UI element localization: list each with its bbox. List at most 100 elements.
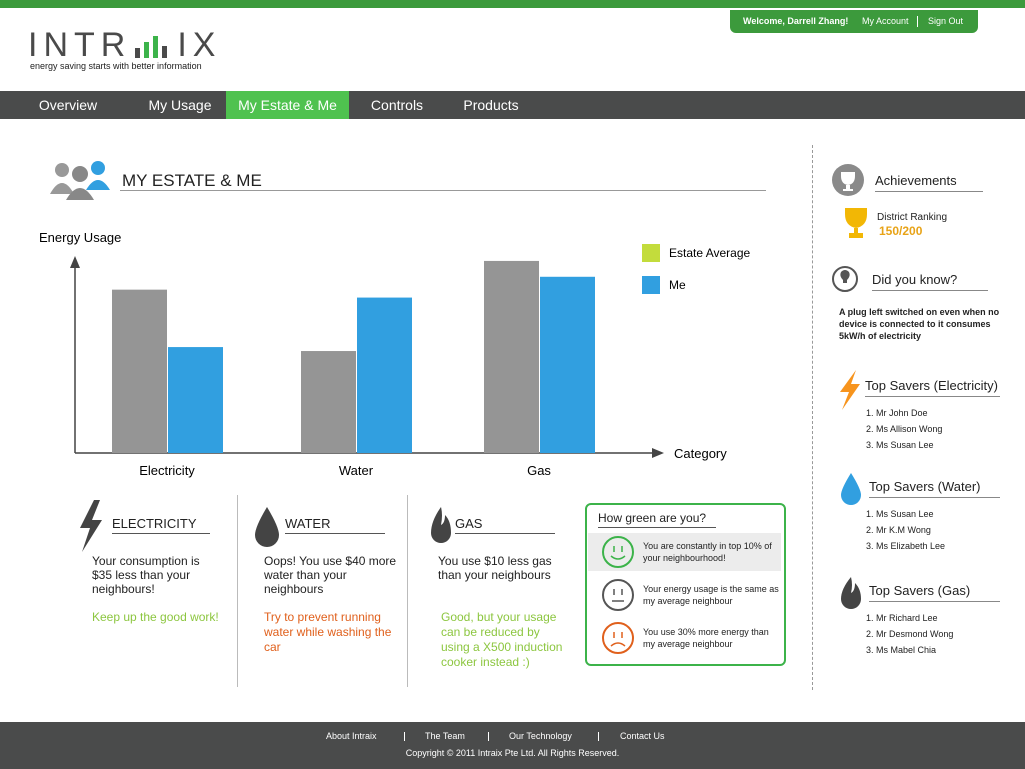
divider [237,495,238,687]
did-you-know-text: A plug left switched on even when no dev… [839,307,1000,341]
mouth [610,642,626,647]
top-savers-title: Top Savers (Water) [869,479,1000,498]
nav-item[interactable]: Overview [38,97,98,113]
x-axis-arrow [652,448,664,458]
card-note: Try to prevent running water while washi… [264,610,392,654]
footer [0,722,1025,769]
account-link[interactable]: My Account [862,16,918,27]
signout-link[interactable]: Sign Out [928,16,964,26]
x-axis-label: Category [674,446,727,461]
green-item: You use 30% more energy than my average … [643,627,769,649]
face [602,536,634,568]
card-title: ELECTRICITY [112,516,210,534]
copyright: Copyright © 2011 Intraix Pte Ltd. All Ri… [405,748,620,758]
card-text: Oops! You use $40 more water than your n… [264,554,397,596]
saver-name: 1. Mr Richard Lee [866,613,938,623]
legend-label: Me [669,278,686,292]
legend-swatch [642,276,660,294]
saver-name: 3. Ms Mabel Chia [866,645,937,655]
top-strip [0,0,1025,8]
bar [357,297,412,453]
saver-name: 3. Ms Susan Lee [866,440,934,450]
nav-item[interactable]: My Estate & Me [226,91,349,119]
user-name: Darrell Zhang! [787,16,849,26]
footer-link[interactable]: Our Technology [509,731,572,741]
row-highlight [588,533,781,571]
face-icon [602,622,634,654]
sidebar-divider [812,145,813,690]
top-savers-title: Top Savers (Electricity) [865,378,1000,397]
card-icon [431,507,451,543]
side-icon [832,266,858,292]
side-icon [832,164,864,196]
user-bar: Welcome, Darrell Zhang! My Account Sign … [730,10,978,33]
face-icon [602,579,634,611]
nav-item[interactable]: Controls [370,97,424,113]
logo-right: IX [177,26,222,64]
section-title: MY ESTATE & ME [122,171,262,190]
legend-label: Estate Average [669,246,750,260]
divider [407,495,408,687]
y-axis-arrow [70,256,80,268]
card-title: GAS [455,516,555,534]
mouth [610,555,626,560]
saver-name: 2. Mr K.M Wong [866,525,931,535]
footer-link[interactable]: Contact Us [620,731,665,741]
top-savers-title: Top Savers (Gas) [869,583,1000,602]
tagline: energy saving starts with better informa… [30,61,202,71]
saver-name: 1. Ms Susan Lee [866,509,934,519]
welcome-text: Welcome, [743,16,785,26]
x-tick-label: Electricity [139,463,195,478]
card-text: Your consumption is $35 less than your n… [92,554,200,596]
side-icon [845,208,867,238]
section-rule [120,190,766,191]
bar [301,351,356,453]
footer-link[interactable]: The Team [425,731,465,741]
card-note: Good, but your usage can be reduced by u… [441,610,563,669]
legend-swatch [642,244,660,262]
bar [484,260,539,453]
chart: Energy Usage Category Electricity Water Gas E… [39,230,750,478]
ranking-label: District Ranking [877,212,948,223]
icon-shape [431,507,451,543]
logo-left: INTR [28,26,132,64]
side-icon [841,577,861,609]
x-tick-label: Water [339,463,374,478]
face-icon [602,536,634,568]
bar [168,347,223,453]
ranking-value: 150/200 [879,224,923,238]
logo-bars [135,36,168,58]
green-item: Your energy usage is the same as my aver… [643,584,779,606]
side-icon [840,370,860,410]
footer-link[interactable]: About Intraix [326,731,377,741]
x-tick-label: Gas [527,463,551,478]
icon-shape [255,507,279,547]
card-icon [255,507,279,547]
saver-name: 2. Mr Desmond Wong [866,629,954,639]
footer-sep [598,732,599,741]
footer-sep [404,732,405,741]
achievements-title: Achievements [875,173,983,192]
bar [112,289,167,453]
side-icon [841,473,861,505]
green-title: How green are you? [598,511,717,528]
nav-bar [0,91,1025,119]
logo: INTR IX [28,26,221,65]
face [602,579,634,611]
face [602,622,634,654]
nav-item[interactable]: My Usage [148,97,212,113]
card-note: Keep up the good work! [92,610,219,624]
green-box [585,503,786,666]
footer-sep [488,732,489,741]
people-icon [50,161,110,200]
green-item: You are constantly in top 10% of your ne… [643,541,772,563]
nav-item[interactable]: Products [463,97,519,113]
saver-name: 3. Ms Elizabeth Lee [866,541,946,551]
icon-shape [80,500,102,552]
did-you-know-title: Did you know? [872,272,988,291]
saver-name: 2. Ms Allison Wong [866,424,943,434]
card-icon [80,500,102,552]
card-title: WATER [285,516,385,534]
card-text: You use $10 less gas than your neighbour… [438,554,552,582]
